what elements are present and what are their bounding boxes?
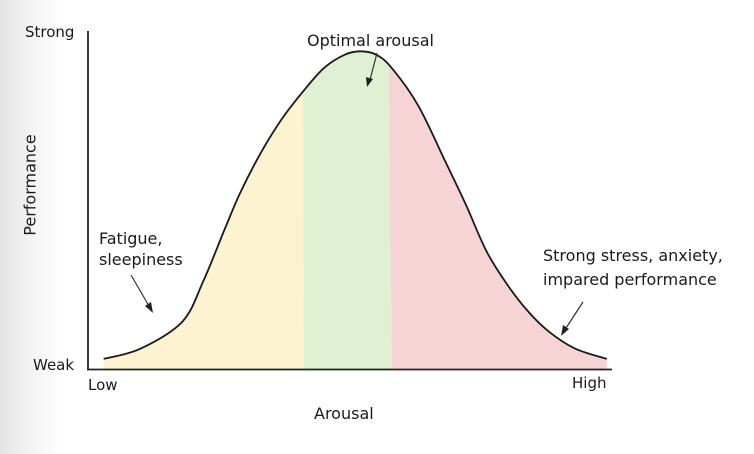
y-tick-strong: Strong — [25, 23, 75, 41]
stress-annotation-line2: impared performance — [543, 270, 717, 289]
zone-fills — [103, 51, 607, 370]
x-tick-low: Low — [88, 376, 118, 394]
x-axis-title: Arousal — [314, 404, 374, 423]
fatigue-annotation-line2: sleepiness — [99, 250, 183, 269]
stress-annotation: Strong stress, anxiety, impared performa… — [543, 244, 723, 292]
y-axis-title: Performance — [20, 134, 40, 236]
fatigue-annotation-line1: Fatigue, — [99, 229, 163, 248]
performance-curve — [103, 50, 608, 360]
optimal-zone — [302, 51, 392, 369]
fatigue-arrow-icon — [130, 274, 153, 313]
fatigue-annotation: Fatigue, sleepiness — [99, 228, 183, 270]
optimal-arrow-icon — [366, 52, 378, 87]
stress-arrow-icon — [561, 301, 584, 336]
low-arousal-zone — [103, 51, 304, 370]
x-tick-high: High — [572, 374, 607, 392]
y-tick-weak: Weak — [33, 356, 75, 374]
stress-annotation-line1: Strong stress, anxiety, — [543, 246, 723, 265]
optimal-arousal-annotation: Optimal arousal — [307, 31, 434, 50]
